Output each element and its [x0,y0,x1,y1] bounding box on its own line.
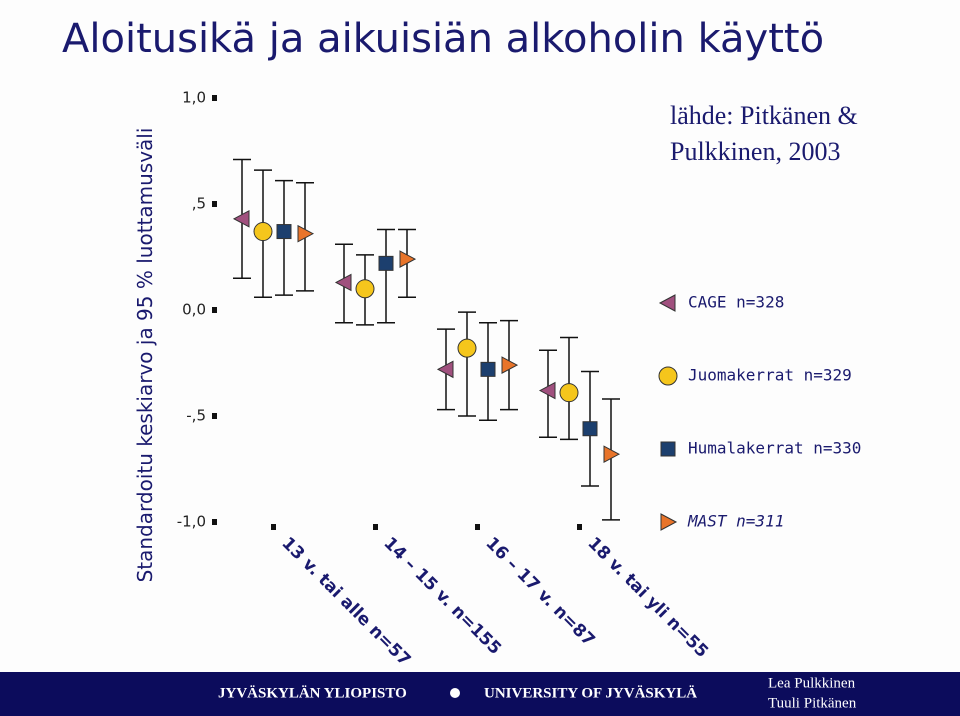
point [457,338,477,358]
y-tick-mark [212,307,217,313]
y-tick-label: -1,0 [177,513,206,531]
point [253,222,273,242]
point [297,224,315,243]
footer-author: Lea Pulkkinen [768,675,856,691]
footer-author: Tuuli Pitkänen [768,695,857,711]
y-tick-mark [212,201,217,207]
legend-marker [660,513,678,531]
legend-label: Juomakerrat n=329 [688,366,852,385]
point [355,279,375,299]
point [559,383,579,403]
y-tick-label: -,5 [186,407,206,425]
x-tick-mark [475,524,480,530]
footer-text: UNIVERSITY OF JYVÄSKYLÄ [484,685,697,701]
x-tick-mark [577,524,582,530]
y-tick-label: 1,0 [182,89,206,107]
point [603,445,621,463]
point [276,224,292,240]
point [334,273,352,292]
x-tick-mark [373,524,378,530]
y-tick-mark [212,519,217,525]
y-tick-mark [212,413,217,419]
legend-marker [660,441,676,457]
y-tick-label: ,5 [192,195,206,213]
chart-title: Aloitusikä ja aikuisiän alkoholin käyttö [62,16,824,62]
point [582,421,598,437]
legend-marker [658,366,678,386]
y-axis-label: Standardoitu keskiarvo ja 95 % luottamus… [133,128,157,583]
y-tick-mark [212,95,217,101]
y-tick-label: 0,0 [182,301,206,319]
source-line: lähde: Pitkänen & [670,101,858,130]
point [538,381,556,400]
source-line: Pulkkinen, 2003 [670,137,840,166]
point [501,356,519,374]
legend-label: MAST n=311 [687,512,784,531]
footer-bar [0,672,960,716]
footer-text: JYVÄSKYLÄN YLIOPISTO [218,685,407,701]
x-tick-mark [271,524,276,530]
legend-marker [658,294,676,312]
point [436,360,454,379]
point [399,250,417,268]
point [232,210,250,228]
legend-label: CAGE n=328 [688,293,784,312]
footer-dot [450,688,460,698]
legend-label: Humalakerrat n=330 [688,439,861,458]
point [378,255,394,271]
point [480,361,496,377]
